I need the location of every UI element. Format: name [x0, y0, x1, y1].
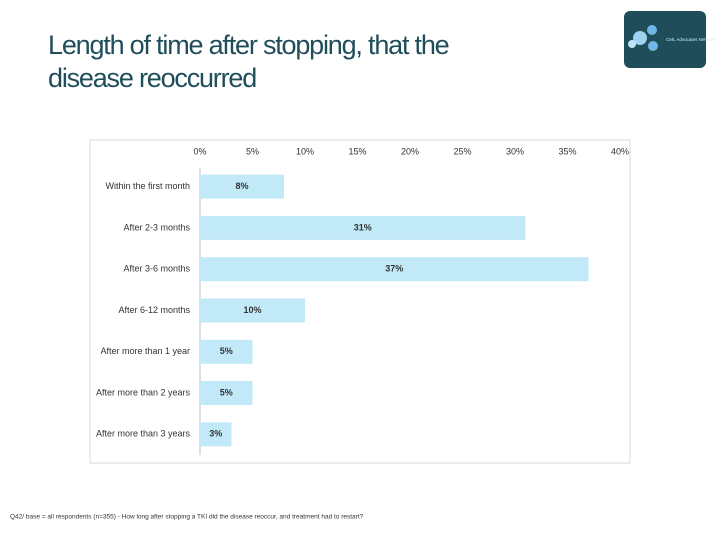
value-label: 10% [243, 305, 261, 315]
x-tick-label: 10% [296, 146, 314, 156]
value-label: 37% [385, 264, 403, 274]
x-tick-label: 25% [453, 146, 471, 156]
logo-icon [647, 25, 657, 35]
x-tick-label: 0% [193, 146, 206, 156]
logo-icon [648, 41, 658, 51]
x-tick-label: 30% [506, 146, 524, 156]
logo-icon [633, 31, 647, 45]
category-label: After more than 3 years [96, 429, 191, 439]
category-label: After 2-3 months [123, 222, 190, 232]
bar [200, 257, 589, 282]
bar [200, 215, 526, 240]
x-tick-label: 35% [558, 146, 576, 156]
category-label: After more than 1 year [100, 346, 190, 356]
x-tick-label: 5% [246, 146, 259, 156]
category-label: After 6-12 months [118, 305, 190, 315]
chart-title: Length of time after stopping, that the [48, 30, 449, 60]
bar [200, 422, 232, 447]
logo-background [624, 11, 706, 68]
x-tick-label: 15% [348, 146, 366, 156]
chart-title: disease reoccurred [48, 63, 256, 93]
value-label: 31% [354, 222, 372, 232]
bar [200, 174, 284, 199]
x-tick-label: 20% [401, 146, 419, 156]
footnote: Q42/ base = all respondents (n=355) - Ho… [10, 514, 364, 521]
value-label: 5% [220, 387, 233, 397]
category-label: After 3-6 months [123, 264, 190, 274]
logo-text: CML Advocates Network [666, 37, 716, 42]
category-label: After more than 2 years [96, 387, 191, 397]
category-label: Within the first month [105, 181, 190, 191]
logo-icon [628, 40, 636, 48]
logo: CML Advocates Network [624, 11, 716, 68]
value-label: 3% [209, 429, 222, 439]
bar [200, 298, 305, 323]
value-label: 8% [235, 181, 248, 191]
bar [200, 339, 253, 364]
chart-frame [89, 139, 631, 464]
value-label: 5% [220, 346, 233, 356]
x-tick-label: 40% [611, 146, 629, 156]
bar [200, 381, 253, 406]
